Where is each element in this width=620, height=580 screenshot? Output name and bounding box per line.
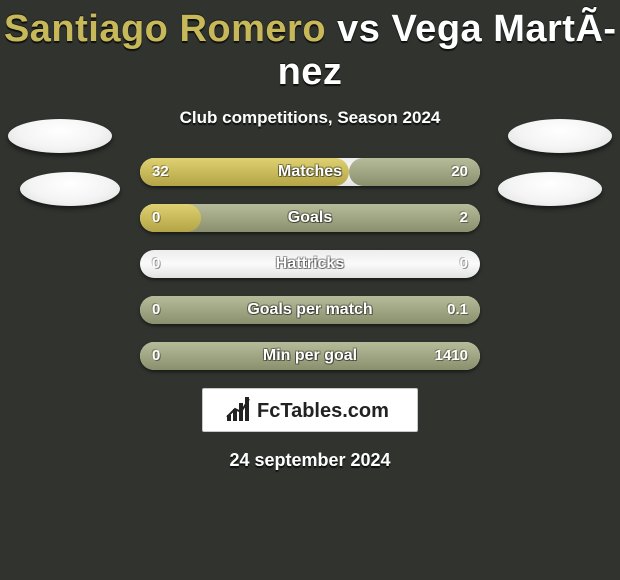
stat-value-right: 0.1 — [435, 296, 480, 324]
bar-track — [140, 250, 480, 278]
stat-value-left: 0 — [140, 296, 172, 324]
stat-value-left: 32 — [140, 158, 181, 186]
stat-row: 00Hattricks — [140, 250, 480, 278]
bar-fill-right — [140, 296, 480, 324]
stat-value-left: 0 — [140, 250, 172, 278]
stat-value-right: 20 — [439, 158, 480, 186]
svg-text:FcTables.com: FcTables.com — [257, 400, 389, 422]
decorative-ellipse — [20, 172, 120, 206]
stat-row: 00.1Goals per match — [140, 296, 480, 324]
stat-value-right: 1410 — [423, 342, 480, 370]
fctables-badge[interactable]: FcTables.com — [202, 388, 418, 432]
date-label: 24 september 2024 — [0, 450, 620, 471]
stat-value-right: 0 — [448, 250, 480, 278]
stat-row: 3220Matches — [140, 158, 480, 186]
decorative-ellipse — [498, 172, 602, 206]
stat-value-right: 2 — [448, 204, 480, 232]
decorative-ellipse — [508, 119, 612, 153]
stat-value-left: 0 — [140, 342, 172, 370]
player-left-name: Santiago Romero — [4, 8, 326, 50]
decorative-ellipse — [8, 119, 112, 153]
page-title: Santiago Romero vs Vega MartÃ­nez — [0, 0, 620, 94]
stat-row: 01410Min per goal — [140, 342, 480, 370]
stat-row: 02Goals — [140, 204, 480, 232]
vs-separator: vs — [326, 8, 391, 50]
stat-value-left: 0 — [140, 204, 172, 232]
